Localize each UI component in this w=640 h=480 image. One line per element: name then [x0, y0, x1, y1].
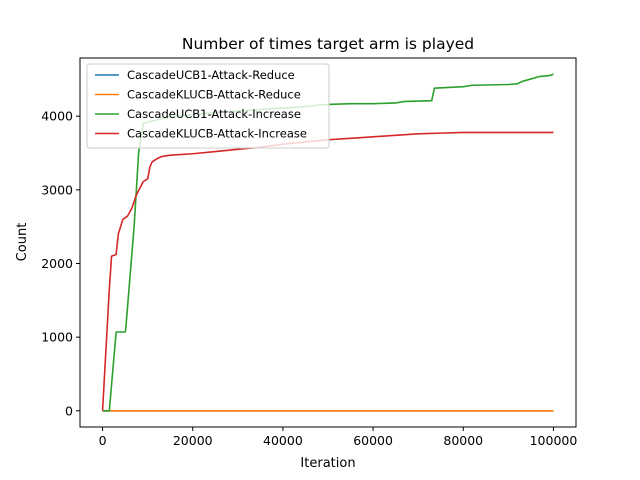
y-tick-label: 2000 [41, 256, 73, 271]
x-tick-label: 100000 [530, 433, 578, 448]
x-axis: 0 20000 40000 60000 80000 100000 [99, 427, 578, 448]
y-tick-label: 1000 [41, 330, 73, 345]
legend-box [86, 63, 330, 149]
legend-label: CascadeKLUCB-Attack-Reduce [127, 88, 301, 102]
x-tick-label: 40000 [263, 433, 303, 448]
y-tick-label: 4000 [41, 109, 73, 124]
chart-title: Number of times target arm is played [182, 35, 474, 53]
legend-label: CascadeKLUCB-Attack-Increase [127, 127, 307, 141]
y-axis: 0 1000 2000 3000 4000 [41, 109, 80, 418]
axes-frame [79, 57, 577, 428]
x-axis-label: Iteration [300, 456, 355, 471]
x-tick-label: 0 [99, 433, 107, 448]
series-line-4 [101, 131, 554, 411]
y-axis-label: Count [15, 223, 30, 262]
legend-label: CascadeUCB1-Attack-Increase [127, 107, 301, 121]
x-tick-label: 20000 [173, 433, 213, 448]
x-tick-label: 80000 [443, 433, 483, 448]
x-tick-label: 60000 [353, 433, 393, 448]
legend-label: CascadeUCB1-Attack-Reduce [127, 68, 295, 82]
y-tick-label: 0 [65, 403, 73, 418]
legend: CascadeUCB1-Attack-Reduce CascadeKLUCB-At… [86, 63, 330, 149]
y-tick-label: 3000 [41, 182, 73, 197]
